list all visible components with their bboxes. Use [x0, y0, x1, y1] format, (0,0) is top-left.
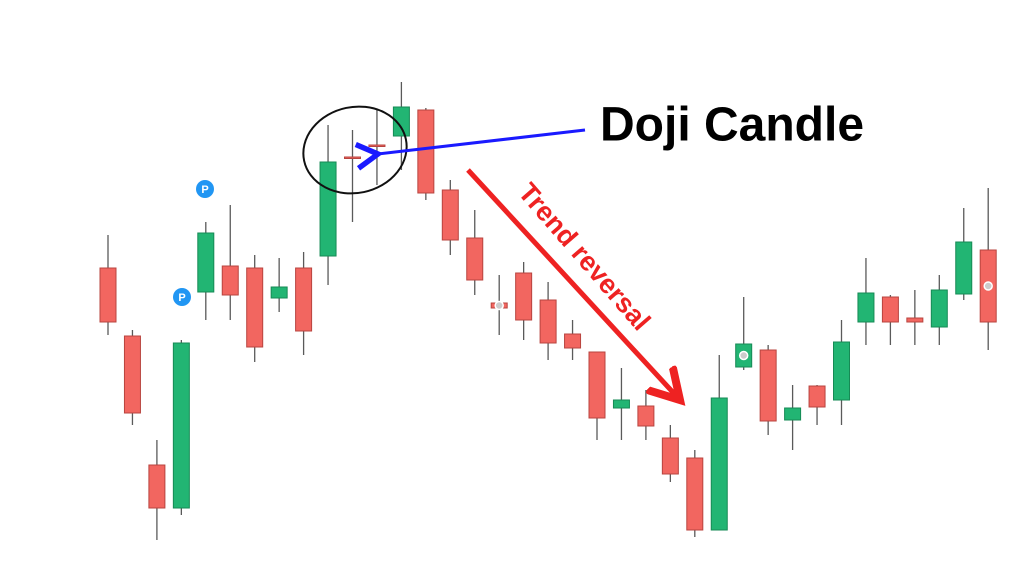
candle-body [270, 286, 288, 299]
candle-body [833, 341, 850, 401]
candle-body [123, 335, 141, 414]
candle-body [368, 144, 386, 147]
candle-body [637, 405, 655, 427]
p-marker [196, 180, 214, 198]
event-dot [494, 300, 504, 311]
candles [99, 82, 997, 540]
reversal-label: Trend reversal [513, 177, 657, 336]
candle-body [246, 267, 264, 348]
doji-arrow [354, 128, 586, 171]
candle-body [295, 267, 313, 332]
candle-body [417, 109, 435, 194]
candle-body [172, 342, 190, 509]
candle-body [319, 161, 337, 257]
candle-body [344, 156, 361, 159]
candle-body [148, 464, 166, 509]
doji-circle [302, 105, 408, 195]
candle-body [661, 437, 679, 475]
candle-body [515, 272, 533, 321]
candle-body [881, 296, 899, 323]
candle-body [930, 289, 948, 328]
p-marker [173, 288, 191, 306]
event-dot [983, 281, 993, 291]
candle-body [588, 351, 606, 419]
candle-body [784, 407, 802, 421]
candle-body [466, 237, 484, 281]
candle-body [906, 317, 924, 323]
candle-body [539, 299, 557, 344]
p-marker-label: P [201, 184, 208, 196]
candle-body [710, 397, 728, 531]
candle-body [686, 457, 704, 531]
candle-body [441, 189, 459, 241]
event-dot [738, 350, 749, 361]
candle-body [392, 106, 410, 137]
candle-body [612, 399, 630, 409]
candle-body [197, 232, 215, 293]
candle-body [955, 241, 973, 295]
candle-body [221, 265, 239, 296]
candle-body [759, 349, 777, 422]
p-marker-label: P [178, 292, 185, 304]
doji-label: Doji Candle [600, 99, 864, 152]
candle-body [99, 267, 117, 323]
candle-body [564, 333, 582, 349]
candle-body [808, 385, 826, 408]
reversal-arrow [466, 168, 680, 400]
candle-body [857, 292, 875, 323]
